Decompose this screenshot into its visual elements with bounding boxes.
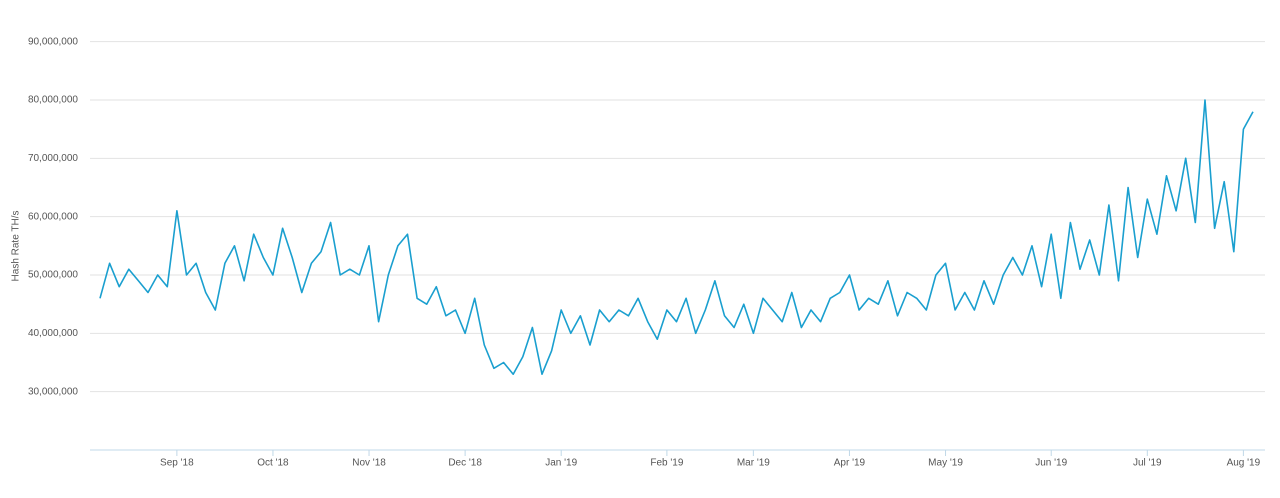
x-tick-label: Nov '18 (352, 458, 386, 469)
x-tick-label: Dec '18 (448, 458, 482, 469)
y-tick-label: 40,000,000 (28, 328, 78, 339)
y-tick-label: 30,000,000 (28, 386, 78, 397)
y-tick-label: 70,000,000 (28, 153, 78, 164)
data-line (99, 99, 1254, 375)
y-tick-label: 60,000,000 (28, 211, 78, 222)
x-tick-label: Feb '19 (650, 458, 683, 469)
x-tick-label: Aug '19 (1227, 458, 1261, 469)
x-tick-label: May '19 (928, 458, 963, 469)
x-tick-label: Jun '19 (1035, 458, 1067, 469)
x-tick-label: Jan '19 (545, 458, 577, 469)
y-axis-label: Hash Rate TH/s (11, 211, 22, 282)
x-tick-label: Sep '18 (160, 458, 194, 469)
x-tick-label: Mar '19 (737, 458, 770, 469)
y-tick-label: 90,000,000 (28, 36, 78, 47)
x-tick-label: Apr '19 (834, 458, 866, 469)
x-tick-label: Jul '19 (1133, 458, 1162, 469)
x-tick-label: Oct '18 (257, 458, 289, 469)
y-tick-label: 80,000,000 (28, 95, 78, 106)
y-tick-label: 50,000,000 (28, 270, 78, 281)
